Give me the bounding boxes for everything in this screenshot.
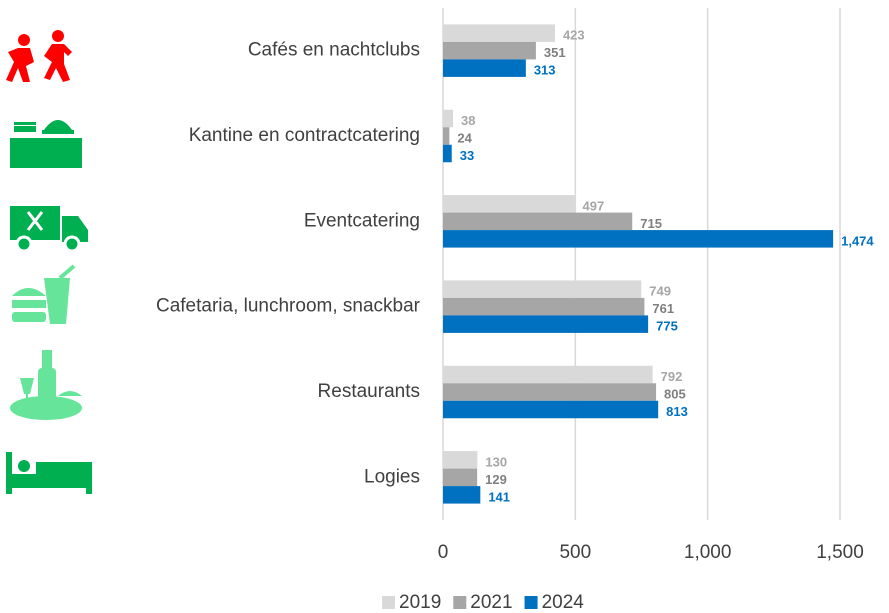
value-label: 775 bbox=[656, 319, 678, 334]
icon-restaurant bbox=[10, 350, 82, 420]
value-label: 38 bbox=[461, 113, 475, 128]
icon-catering bbox=[10, 120, 82, 168]
x-tick-label: 0 bbox=[438, 542, 449, 563]
x-tick-label: 1,500 bbox=[816, 542, 864, 563]
bar bbox=[443, 297, 645, 316]
icon-truck bbox=[10, 206, 88, 253]
value-label: 313 bbox=[534, 63, 556, 78]
icon-bed bbox=[6, 452, 92, 494]
legend-swatch bbox=[453, 596, 467, 609]
x-tick-label: 1,000 bbox=[684, 542, 732, 563]
bar bbox=[443, 230, 834, 248]
value-label: 24 bbox=[457, 130, 472, 145]
value-label: 141 bbox=[488, 489, 510, 504]
icons bbox=[6, 30, 92, 494]
category-label: Kantine en contractcatering bbox=[189, 125, 420, 146]
bar bbox=[443, 451, 478, 469]
bar bbox=[443, 365, 653, 384]
bar bbox=[443, 383, 657, 401]
value-label: 805 bbox=[664, 386, 686, 401]
bar bbox=[443, 315, 649, 333]
bar bbox=[443, 212, 633, 231]
bar bbox=[443, 41, 536, 60]
bar bbox=[443, 109, 454, 128]
value-label: 813 bbox=[666, 404, 688, 419]
legend-swatch bbox=[382, 596, 395, 609]
value-label: 423 bbox=[563, 28, 585, 43]
bar bbox=[443, 24, 555, 42]
value-label: 351 bbox=[544, 45, 566, 60]
value-label: 33 bbox=[460, 148, 474, 163]
bar bbox=[443, 400, 659, 419]
value-label: 715 bbox=[640, 216, 662, 231]
category-label: Cafés en nachtclubs bbox=[248, 40, 420, 61]
x-tick-label: 500 bbox=[559, 542, 591, 563]
category-label: Eventcatering bbox=[304, 210, 420, 231]
bar bbox=[443, 280, 642, 298]
bar bbox=[443, 486, 481, 504]
value-label: 749 bbox=[649, 284, 671, 299]
category-label: Restaurants bbox=[318, 381, 420, 402]
category-label: Logies bbox=[364, 466, 420, 487]
bar bbox=[443, 144, 452, 163]
value-label: 792 bbox=[661, 369, 683, 384]
bar bbox=[443, 59, 526, 77]
legend-label: 2019 bbox=[399, 592, 441, 613]
icon-dancers bbox=[6, 30, 72, 82]
legend-swatch bbox=[524, 596, 538, 609]
bar bbox=[443, 195, 575, 213]
value-label: 129 bbox=[485, 472, 507, 487]
legend-label: 2024 bbox=[542, 592, 585, 613]
value-label: 1,474 bbox=[841, 233, 874, 248]
value-label: 497 bbox=[583, 198, 605, 213]
bar bbox=[443, 468, 478, 487]
value-label: 761 bbox=[652, 301, 674, 316]
legend-label: 2021 bbox=[470, 592, 512, 613]
icon-burger bbox=[12, 264, 76, 324]
category-label: Cafetaria, lunchroom, snackbar bbox=[156, 296, 421, 317]
bar bbox=[443, 127, 450, 145]
value-label: 130 bbox=[485, 454, 507, 469]
